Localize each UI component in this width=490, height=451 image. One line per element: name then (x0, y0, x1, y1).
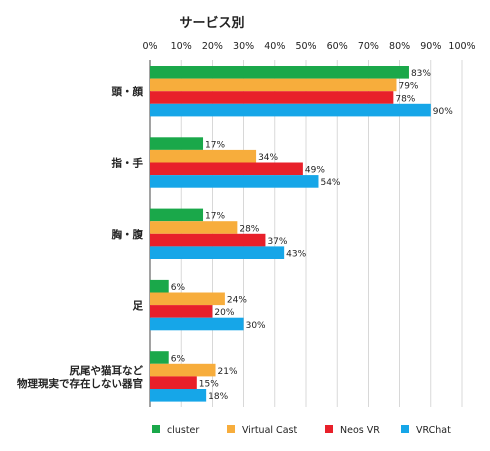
data-label: 20% (214, 308, 234, 318)
data-label: 15% (199, 380, 219, 390)
x-tick-label: 0% (142, 41, 157, 52)
gridlines (149, 60, 463, 407)
legend-label: VRChat (416, 425, 451, 436)
legend-label: Neos VR (340, 425, 380, 436)
bar-vrchat (150, 389, 207, 402)
x-tick-label: 60% (327, 41, 348, 52)
x-tick-label: 10% (171, 41, 192, 52)
data-label: 6% (171, 283, 186, 293)
bar-cluster (150, 279, 169, 293)
x-tick-label: 70% (358, 41, 379, 52)
x-tick-label: 30% (233, 41, 254, 52)
bar-virtual-cast (150, 221, 238, 234)
x-tick-label: 90% (420, 41, 441, 52)
x-tick-label: 40% (264, 41, 285, 52)
data-label: 79% (398, 82, 418, 92)
chart-title: サービス別 (179, 15, 244, 31)
data-label: 17% (205, 212, 225, 222)
bar-virtual-cast (150, 292, 225, 306)
bar-vrchat (150, 246, 285, 259)
bar-neos-vr (150, 305, 213, 318)
data-label: 49% (305, 166, 325, 176)
data-label: 18% (208, 392, 228, 402)
bar-vrchat (150, 175, 319, 188)
legend: cluster Virtual Cast Neos VR VRChat (152, 425, 451, 436)
legend-swatch (227, 425, 235, 433)
category-label: 胸・腹 (112, 228, 144, 241)
category-label: 足 (133, 300, 144, 312)
bar-virtual-cast (150, 78, 397, 92)
bar-cluster (150, 66, 409, 79)
bar-neos-vr (150, 162, 303, 176)
bar-virtual-cast (150, 363, 216, 377)
bar-cluster (150, 137, 204, 150)
data-label: 43% (286, 250, 306, 260)
category-label: 指・手 (112, 157, 144, 170)
data-label: 17% (205, 140, 225, 150)
data-label: 78% (395, 94, 415, 104)
bar-vrchat (150, 103, 431, 117)
x-tick-label: 50% (295, 41, 316, 52)
bar-cluster (150, 351, 169, 364)
legend-swatch (325, 425, 333, 433)
bar-vrchat (150, 317, 244, 331)
axis: 0% 10% 20% 30% 40% 50% 60% 70% 80% 90% 100% (142, 41, 475, 52)
category-label: 頭・顔 (112, 85, 144, 98)
category-label: 尻尾や猫耳など (70, 364, 144, 377)
data-label: 37% (267, 237, 287, 247)
bar-virtual-cast (150, 149, 257, 163)
data-label: 83% (411, 69, 431, 79)
x-tick-label: 20% (202, 41, 223, 52)
data-label: 28% (239, 224, 259, 234)
bar-neos-vr (150, 91, 394, 104)
data-label: 54% (320, 178, 340, 188)
bar-neos-vr (150, 376, 197, 389)
data-label: 6% (171, 354, 186, 364)
bars: 83% 79% 78% 90% 17% 34% 49% 54% 17% 28% 37% 43% 6% 24… (150, 66, 453, 402)
x-tick-label: 100% (448, 41, 475, 52)
legend-label: cluster (167, 425, 199, 436)
data-label: 24% (227, 296, 247, 306)
category-label: 物理現実で存在しない器官 (17, 377, 143, 390)
data-label: 30% (246, 321, 266, 331)
data-label: 34% (258, 153, 278, 163)
x-tick-label: 80% (389, 41, 410, 52)
bar-cluster (150, 208, 204, 222)
legend-swatch (152, 425, 160, 433)
legend-swatch (401, 425, 409, 433)
legend-label: Virtual Cast (242, 425, 297, 436)
data-label: 21% (218, 367, 238, 377)
data-label: 90% (433, 107, 453, 117)
bar-neos-vr (150, 233, 266, 247)
